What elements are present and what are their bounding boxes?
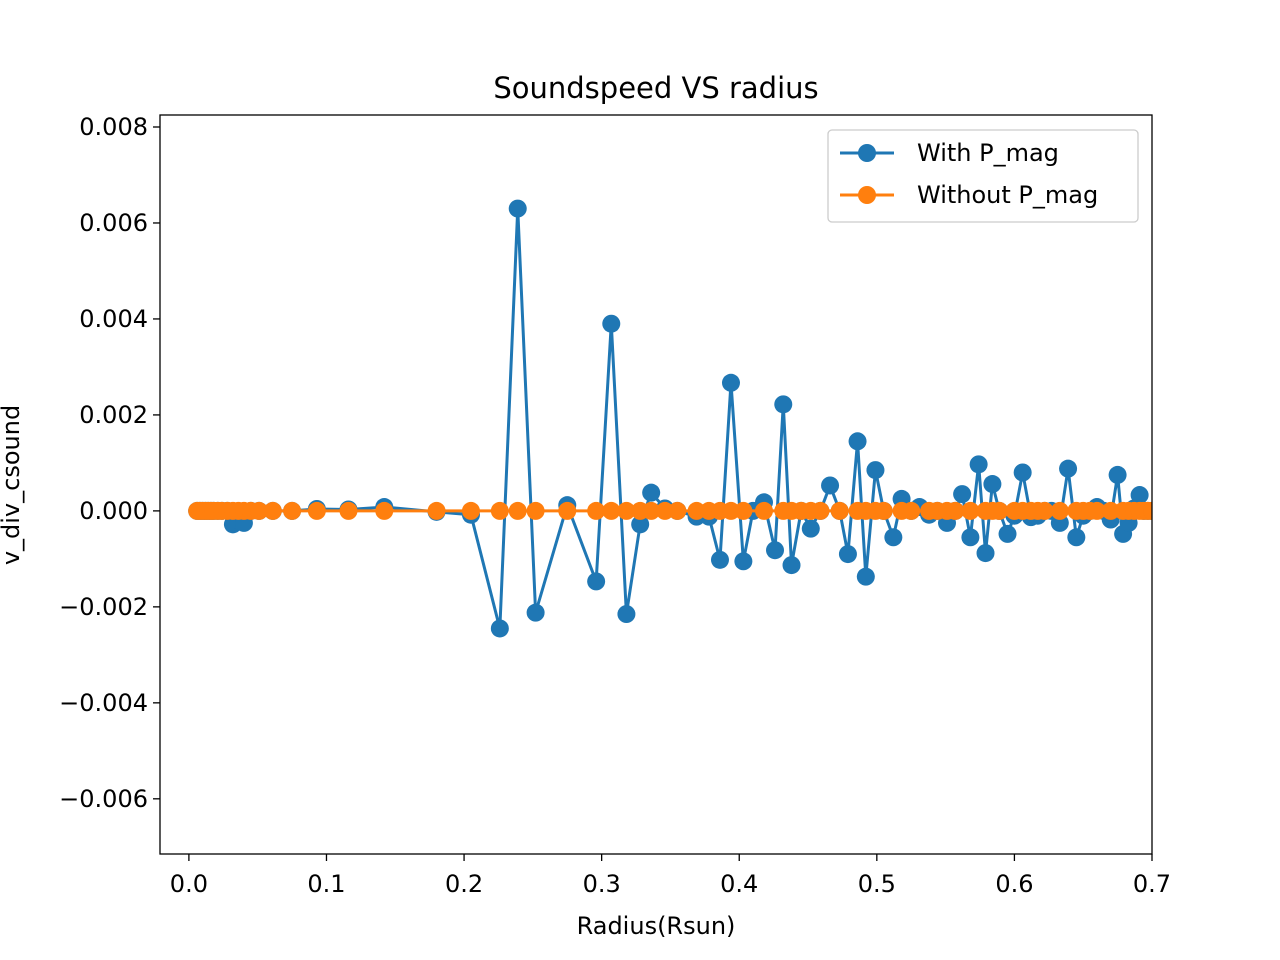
data-point-1-44: [830, 501, 849, 520]
data-point-0-51: [866, 461, 885, 480]
data-point-0-63: [969, 455, 988, 474]
data-point-0-24: [526, 603, 545, 622]
legend: With P_mag Without P_mag: [827, 129, 1139, 223]
x-tick-label-7: 0.7: [1133, 870, 1171, 898]
data-point-0-26: [587, 572, 606, 591]
data-point-1-25: [558, 501, 577, 520]
data-point-1-16: [283, 501, 302, 520]
data-point-0-44: [801, 519, 820, 538]
y-tick-label-5: 0.004: [79, 305, 148, 333]
data-point-0-64: [976, 544, 995, 563]
data-point-1-28: [617, 501, 636, 520]
data-point-1-33: [687, 501, 706, 520]
data-point-0-48: [838, 545, 857, 564]
x-axis-label: Radius(Rsun): [577, 912, 736, 940]
data-point-1-76: [1143, 501, 1152, 520]
data-point-1-23: [508, 501, 527, 520]
data-point-0-67: [998, 524, 1017, 543]
y-tick-label-7: 0.008: [79, 113, 148, 141]
data-point-0-22: [490, 619, 509, 638]
data-point-0-41: [774, 395, 793, 414]
y-tick-label-2: −0.002: [59, 593, 148, 621]
data-point-0-76: [1067, 528, 1086, 547]
ticks: 0.0 0.1 0.2 0.3 0.4 0.5 0.6 0.7 −0.006 −0.004 −0.0…: [59, 113, 1171, 898]
legend-marker-without-p-mag: [858, 186, 876, 204]
data-point-0-61: [953, 485, 972, 504]
data-point-0-86: [1130, 486, 1149, 505]
x-tick-label-0: 0.0: [170, 870, 208, 898]
data-point-1-69: [1101, 501, 1120, 520]
x-tick-label-5: 0.5: [858, 870, 896, 898]
data-point-1-63: [1035, 501, 1054, 520]
data-point-0-36: [721, 373, 740, 392]
y-tick-label-4: 0.002: [79, 401, 148, 429]
data-point-1-54: [946, 501, 965, 520]
data-point-1-24: [526, 501, 545, 520]
data-point-0-53: [884, 528, 903, 547]
plot-frame: [159, 114, 1153, 855]
data-point-1-31: [655, 501, 674, 520]
legend-marker-with-p-mag: [858, 144, 876, 162]
data-point-0-82: [1108, 465, 1127, 484]
x-tick-label-2: 0.2: [445, 870, 483, 898]
data-point-0-69: [1013, 463, 1032, 482]
data-point-0-27: [602, 314, 621, 333]
data-point-1-19: [375, 501, 394, 520]
data-point-0-62: [961, 528, 980, 547]
x-tick-label-6: 0.6: [995, 870, 1033, 898]
data-point-1-58: [990, 501, 1009, 520]
data-point-1-21: [461, 501, 480, 520]
data-point-1-14: [250, 501, 269, 520]
data-point-1-18: [339, 501, 358, 520]
y-tick-label-3: 0.000: [79, 497, 148, 525]
data-point-1-15: [263, 501, 282, 520]
data-point-1-48: [874, 501, 893, 520]
data-point-1-64: [1050, 501, 1069, 520]
series-1: [188, 501, 1152, 520]
x-tick-label-1: 0.1: [307, 870, 345, 898]
data-point-0-23: [508, 199, 527, 218]
data-point-0-35: [710, 550, 729, 569]
data-point-0-30: [642, 483, 661, 502]
data-point-1-20: [427, 501, 446, 520]
data-point-0-65: [983, 475, 1002, 494]
data-point-1-22: [490, 501, 509, 520]
data-point-1-30: [642, 501, 661, 520]
legend-label-with-p-mag: With P_mag: [917, 139, 1059, 167]
legend-box: [827, 129, 1139, 223]
x-tick-label-4: 0.4: [720, 870, 758, 898]
data-point-0-28: [617, 605, 636, 624]
data-point-0-42: [782, 556, 801, 575]
data-point-0-50: [856, 567, 875, 586]
data-point-1-55: [961, 501, 980, 520]
y-tick-label-0: −0.006: [59, 785, 148, 813]
data-point-1-26: [587, 501, 606, 520]
x-tick-label-3: 0.3: [583, 870, 621, 898]
data-point-0-49: [848, 432, 867, 451]
data-point-0-37: [734, 552, 753, 571]
chart-title: Soundspeed VS radius: [493, 71, 818, 105]
data-point-0-29: [631, 515, 650, 534]
data-point-1-43: [811, 501, 830, 520]
data-point-1-32: [668, 501, 687, 520]
data-point-1-50: [902, 501, 921, 520]
data-point-1-17: [307, 501, 326, 520]
data-point-1-36: [721, 501, 740, 520]
legend-label-without-p-mag: Without P_mag: [917, 181, 1098, 209]
data-point-0-46: [821, 476, 840, 495]
data-point-1-68: [1087, 501, 1106, 520]
data-point-1-38: [755, 501, 774, 520]
data-point-0-75: [1059, 459, 1078, 478]
data-point-1-37: [734, 501, 753, 520]
y-axis-label: v_div_csound: [0, 405, 25, 565]
y-tick-label-6: 0.006: [79, 209, 148, 237]
data-point-1-27: [602, 501, 621, 520]
y-tick-label-1: −0.004: [59, 689, 148, 717]
data-point-0-40: [766, 541, 785, 560]
